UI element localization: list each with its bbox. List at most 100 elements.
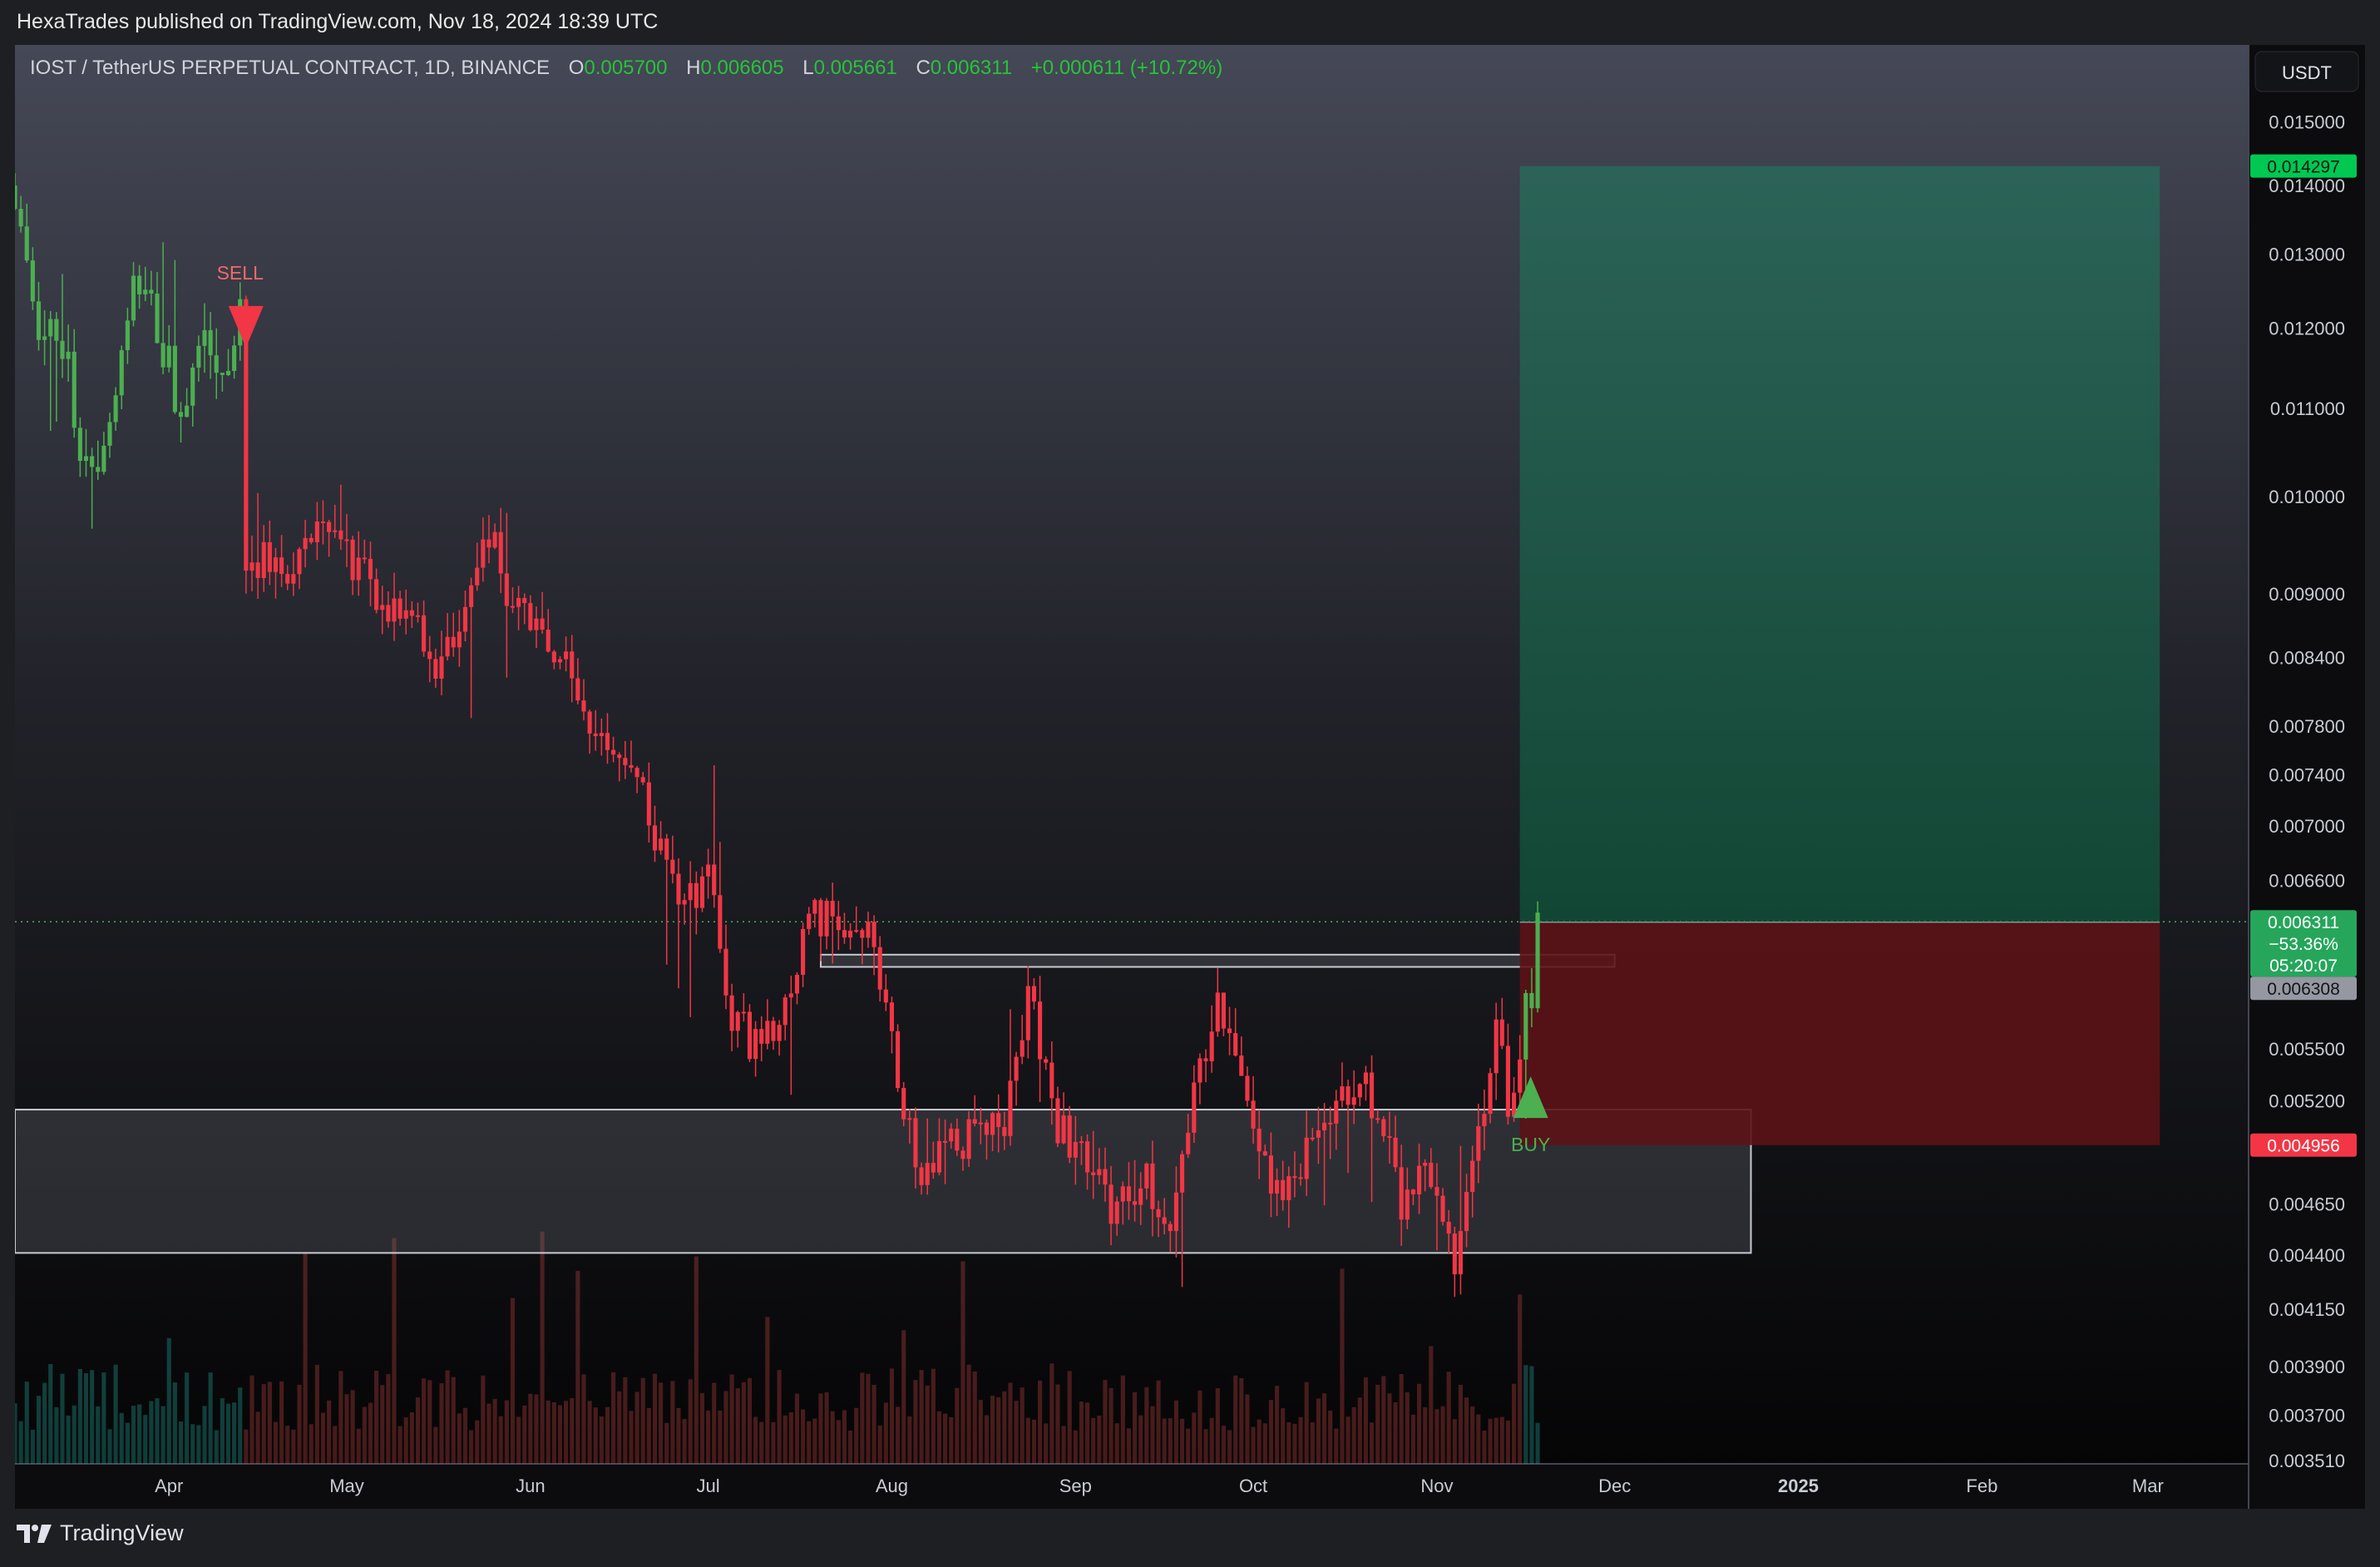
- candle-body: [931, 1163, 936, 1173]
- volume-bar: [445, 1370, 450, 1464]
- volume-bar: [794, 1393, 800, 1464]
- candle: [1351, 1070, 1356, 1125]
- top-bar: HexaTrades published on TradingView.com,…: [0, 0, 2380, 45]
- candle: [659, 821, 664, 855]
- candle-body: [688, 882, 693, 901]
- candle: [688, 861, 693, 1017]
- candle: [125, 308, 130, 364]
- candle: [1168, 1221, 1173, 1253]
- candle-body: [812, 900, 817, 914]
- candle-body: [1434, 1187, 1439, 1196]
- long-position[interactable]: [15, 166, 2249, 1145]
- candle: [1251, 1075, 1256, 1144]
- volume-bar: [113, 1364, 118, 1464]
- candle-body: [1505, 1045, 1510, 1117]
- price-tick-label: 0.004400: [2269, 1245, 2345, 1266]
- candle: [801, 922, 806, 987]
- volume-bar: [137, 1404, 142, 1464]
- volume-bar: [907, 1416, 912, 1464]
- candle-body: [1073, 1141, 1078, 1158]
- time-axis[interactable]: Apr May Jun Jul Aug Sep Oct Nov Dec 2025 Feb Mar: [155, 1476, 2164, 1496]
- volume-bar: [978, 1400, 983, 1464]
- candle-body: [1304, 1137, 1309, 1179]
- time-tick-label: Jun: [516, 1476, 545, 1496]
- price-tick-label: 0.015000: [2269, 111, 2345, 132]
- volume-bar: [415, 1397, 421, 1464]
- candle-body: [1203, 1058, 1208, 1061]
- candle-body: [896, 1031, 901, 1089]
- candle: [1535, 901, 1540, 1013]
- candle: [1316, 1106, 1321, 1164]
- candle-body: [333, 530, 338, 532]
- candle-body: [244, 299, 249, 571]
- candle-body: [1499, 1019, 1504, 1046]
- candle-body: [516, 597, 521, 607]
- candle: [1375, 1110, 1380, 1124]
- volume-bar: [551, 1401, 556, 1464]
- candle: [807, 907, 812, 935]
- candle-body: [137, 275, 142, 294]
- candle-body: [1268, 1155, 1273, 1194]
- price-axis[interactable]: 0.0160000.0150000.0140000.0130000.012000…: [2254, 51, 2359, 1471]
- candle: [445, 613, 450, 661]
- tradingview-logo[interactable]: TradingView: [17, 1520, 184, 1546]
- volume-bar: [422, 1378, 427, 1464]
- price-tick-label: 0.014000: [2269, 175, 2345, 196]
- candle-body: [149, 289, 154, 294]
- volume-bar: [688, 1379, 693, 1464]
- candle-body: [652, 825, 658, 851]
- volume-bar: [214, 1430, 219, 1464]
- candle-body: [327, 522, 332, 532]
- candle: [605, 713, 610, 764]
- candle-body: [753, 1029, 758, 1060]
- price-tick-label: 0.013000: [2269, 244, 2345, 264]
- candle: [1245, 1066, 1250, 1107]
- volume-bar: [960, 1261, 965, 1464]
- volume-bar: [267, 1382, 272, 1464]
- target-zone[interactable]: [1519, 166, 2160, 922]
- candle: [896, 1024, 901, 1092]
- publisher-text: HexaTrades published on TradingView.com,…: [17, 10, 659, 33]
- candle-body: [771, 1021, 776, 1041]
- currency-label: USDT: [2282, 62, 2332, 83]
- candle: [978, 1107, 983, 1144]
- volume-bar: [866, 1373, 871, 1464]
- volume-bar: [972, 1371, 977, 1464]
- volume-bar: [60, 1373, 65, 1464]
- candle: [652, 805, 658, 863]
- candle: [842, 912, 847, 944]
- demand-zone[interactable]: [15, 1109, 1752, 1254]
- candle-body: [699, 876, 705, 908]
- candle-body: [1197, 1058, 1202, 1083]
- volume-bar: [1097, 1416, 1102, 1464]
- candle-body: [1446, 1221, 1451, 1234]
- volume-bar: [249, 1375, 254, 1464]
- candle-body: [1363, 1072, 1368, 1085]
- resistance-zone[interactable]: [819, 953, 1616, 968]
- volume-bar: [990, 1396, 995, 1464]
- volume-bar: [936, 1411, 942, 1464]
- volume-bar: [931, 1368, 936, 1464]
- candle: [208, 312, 213, 379]
- volume-bar: [1239, 1378, 1244, 1464]
- candle: [1073, 1115, 1078, 1185]
- candle-body: [818, 900, 823, 937]
- candle: [368, 541, 373, 606]
- candle: [303, 520, 308, 568]
- candle: [320, 500, 326, 545]
- candle-body: [564, 651, 569, 660]
- volume-bar: [172, 1382, 177, 1464]
- volume-bar: [510, 1298, 516, 1464]
- candle-body: [125, 320, 130, 351]
- volume-bar: [1179, 1418, 1185, 1464]
- volume-bar: [143, 1415, 148, 1464]
- currency-badge[interactable]: USDT: [2254, 51, 2359, 92]
- stop-zone[interactable]: [1519, 922, 2160, 1145]
- price-tick-label: 0.005500: [2269, 1039, 2345, 1060]
- volume-bar: [1079, 1401, 1084, 1464]
- candle-body: [1399, 1167, 1404, 1220]
- candle: [481, 517, 486, 582]
- candle-body: [794, 975, 800, 994]
